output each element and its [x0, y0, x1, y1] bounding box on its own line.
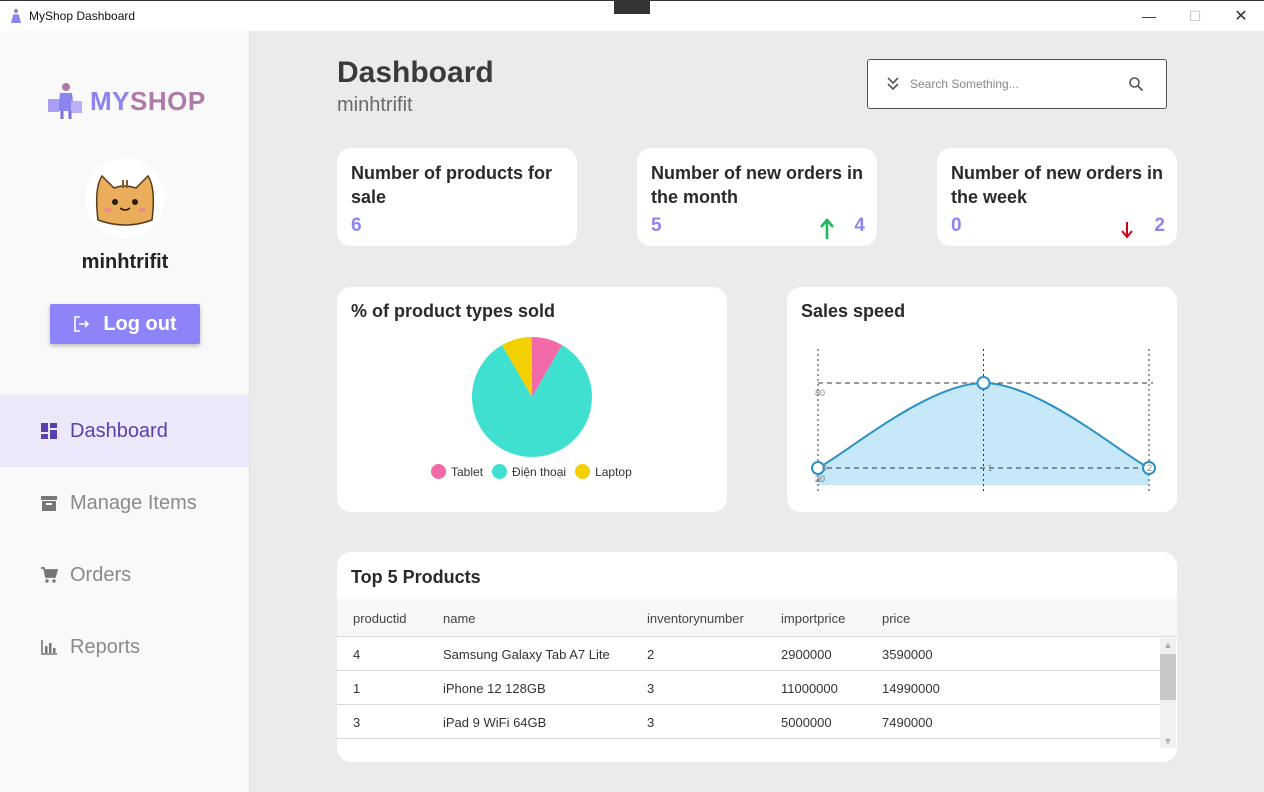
- brand-logo: MYSHOP: [44, 81, 206, 121]
- double-chevron-down-icon[interactable]: [886, 76, 900, 92]
- chart-title: Sales speed: [801, 301, 906, 321]
- stat-label: Number of new orders in the week: [951, 163, 1164, 207]
- logout-button[interactable]: Log out: [50, 304, 200, 344]
- stat-delta: 2: [1154, 215, 1165, 236]
- brand-shop: SHOP: [130, 85, 206, 116]
- scroll-thumb[interactable]: [1160, 654, 1176, 700]
- stat-value: 5: [651, 215, 662, 236]
- chart-title: % of product types sold: [351, 301, 556, 321]
- table-header: productid name inventorynumber importpri…: [337, 599, 1177, 637]
- pie-slice-laptop: [502, 337, 532, 397]
- title-bar: MyShop Dashboard — ☐ ✕: [0, 0, 1264, 31]
- pie-chart: [472, 337, 592, 457]
- pie-slice-tablet: [532, 337, 562, 397]
- arrow-up-icon: [820, 218, 834, 239]
- page-title: Dashboard: [337, 56, 494, 89]
- sidebar-item-manage-items[interactable]: Manage Items: [0, 467, 249, 539]
- logout-icon: [74, 316, 90, 332]
- stat-value: 0: [951, 215, 962, 236]
- bar-chart-icon: [41, 640, 57, 655]
- close-button[interactable]: ✕: [1234, 8, 1248, 25]
- stat-card-products: Number of products for sale 6: [337, 148, 577, 246]
- stat-delta: 4: [854, 215, 865, 236]
- table-row[interactable]: 3 iPad 9 WiFi 64GB 3 5000000 7490000: [337, 705, 1160, 739]
- data-point-2[interactable]: [1142, 461, 1156, 475]
- avatar: [85, 158, 165, 238]
- data-point-0[interactable]: [811, 461, 825, 475]
- scroll-up-arrow-icon[interactable]: ▲: [1163, 640, 1173, 650]
- sales-speed-chart-card: Sales speed 0 1 2 20 30 80: [787, 287, 1177, 512]
- data-point-1[interactable]: [976, 376, 991, 390]
- column-header[interactable]: inventorynumber: [647, 611, 744, 626]
- stat-card-month-orders: Number of new orders in the month 5 4: [637, 148, 877, 246]
- legend-item-tablet: Tablet: [431, 464, 483, 479]
- table-row[interactable]: 1 iPhone 12 128GB 3 11000000 14990000: [337, 671, 1160, 705]
- table-scrollbar[interactable]: ▲ ▼: [1160, 638, 1176, 748]
- brand-my: MY: [90, 85, 130, 116]
- sidebar-item-label: Manage Items: [70, 491, 197, 514]
- sidebar: MYSHOP minhtrifit Log out Dashboard: [0, 31, 250, 792]
- pie-legend: Tablet Điện thoại Laptop: [431, 464, 641, 479]
- minimize-button[interactable]: —: [1142, 8, 1156, 24]
- column-header[interactable]: price: [882, 611, 911, 626]
- arrow-down-icon: [1121, 222, 1133, 239]
- legend-item-laptop: Laptop: [575, 464, 632, 479]
- column-header[interactable]: name: [443, 611, 476, 626]
- shopping-bags-icon: [48, 83, 82, 119]
- cat-avatar-icon: [95, 174, 155, 226]
- sidebar-item-orders[interactable]: Orders: [0, 539, 249, 611]
- sidebar-username: minhtrifit: [81, 251, 169, 273]
- stat-value: 6: [351, 215, 362, 236]
- sidebar-item-label: Dashboard: [70, 419, 168, 442]
- product-types-chart-card: % of product types sold Tablet Điện thoạ…: [337, 287, 727, 512]
- table-row[interactable]: 4 Samsung Galaxy Tab A7 Lite 2 2900000 3…: [337, 637, 1160, 671]
- stat-label: Number of new orders in the month: [651, 163, 864, 207]
- dashboard-icon: [41, 423, 57, 439]
- column-header[interactable]: productid: [353, 611, 407, 626]
- maximize-button[interactable]: ☐: [1188, 7, 1202, 24]
- search-box[interactable]: [867, 59, 1167, 109]
- y-tick-label: 20: [815, 474, 825, 484]
- search-icon[interactable]: [1128, 76, 1144, 92]
- pie-slice-điện-thoại: [472, 345, 592, 457]
- column-header[interactable]: importprice: [781, 611, 846, 626]
- sidebar-item-reports[interactable]: Reports: [0, 611, 249, 683]
- stat-label: Number of products for sale: [351, 163, 552, 207]
- sidebar-item-dashboard[interactable]: Dashboard: [0, 395, 249, 467]
- sidebar-item-label: Orders: [70, 563, 132, 586]
- window-title: MyShop Dashboard: [29, 9, 136, 23]
- x-tick-label: 0: [822, 463, 827, 473]
- x-tick-label: 1: [988, 463, 993, 473]
- logout-label: Log out: [103, 312, 177, 335]
- cart-icon: [41, 567, 58, 583]
- page-subtitle: minhtrifit: [337, 94, 413, 116]
- scroll-down-arrow-icon[interactable]: ▼: [1163, 736, 1173, 746]
- top-products-card: Top 5 Products productid name inventoryn…: [337, 552, 1177, 762]
- legend-item-dien-thoai: Điện thoại: [492, 464, 566, 479]
- archive-icon: [41, 496, 57, 511]
- x-tick-label: 2: [1147, 463, 1152, 473]
- y-tick-label: 30: [815, 474, 825, 484]
- sidebar-item-label: Reports: [70, 635, 141, 658]
- y-tick-label: 80: [815, 388, 825, 398]
- search-input[interactable]: [910, 77, 1120, 91]
- stat-card-week-orders: Number of new orders in the week 0 2: [937, 148, 1177, 246]
- table-title: Top 5 Products: [351, 567, 481, 587]
- app-icon: [11, 9, 21, 23]
